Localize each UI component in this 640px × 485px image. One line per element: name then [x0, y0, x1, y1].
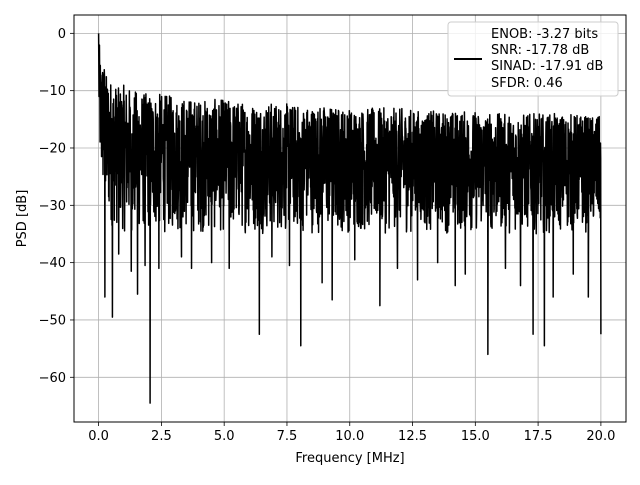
legend-text-sinad: SINAD: -17.91 dB — [491, 59, 603, 74]
x-tick-label: 17.5 — [524, 429, 553, 444]
legend-text-enob: ENOB: -3.27 bits — [491, 27, 598, 42]
legend: ENOB: -3.27 bits SNR: -17.78 dB SINAD: -… — [447, 21, 619, 97]
x-axis-label: Frequency [MHz] — [295, 451, 404, 466]
y-tick-label: −60 — [39, 371, 66, 386]
x-tick-label: 15.0 — [461, 429, 490, 444]
x-tick-label: 10.0 — [335, 429, 364, 444]
y-tick-label: −10 — [39, 84, 66, 99]
y-axis-label: PSD [dB] — [15, 190, 30, 248]
x-tick-label: 5.0 — [214, 429, 235, 444]
x-tick-label: 2.5 — [151, 429, 172, 444]
y-tick-label: −30 — [39, 199, 66, 214]
legend-text-sfdr: SFDR: 0.46 — [491, 76, 563, 91]
x-tick-label: 0.0 — [88, 429, 109, 444]
x-tick-label: 12.5 — [398, 429, 427, 444]
axis-ticks: 0.0 2.5 5.0 7.5 10.0 12.5 15.0 17.5 20.0 0 −10 −20 −… — [39, 27, 616, 444]
x-tick-label: 20.0 — [586, 429, 615, 444]
x-tick-label: 7.5 — [277, 429, 298, 444]
y-tick-label: 0 — [58, 27, 66, 42]
psd-trace-line — [97, 33, 602, 404]
legend-box — [447, 21, 619, 97]
y-tick-label: −40 — [39, 256, 66, 271]
y-tick-label: −20 — [39, 141, 66, 156]
y-tick-label: −50 — [39, 313, 66, 328]
psd-series — [97, 33, 602, 404]
legend-text-snr: SNR: -17.78 dB — [491, 43, 589, 58]
